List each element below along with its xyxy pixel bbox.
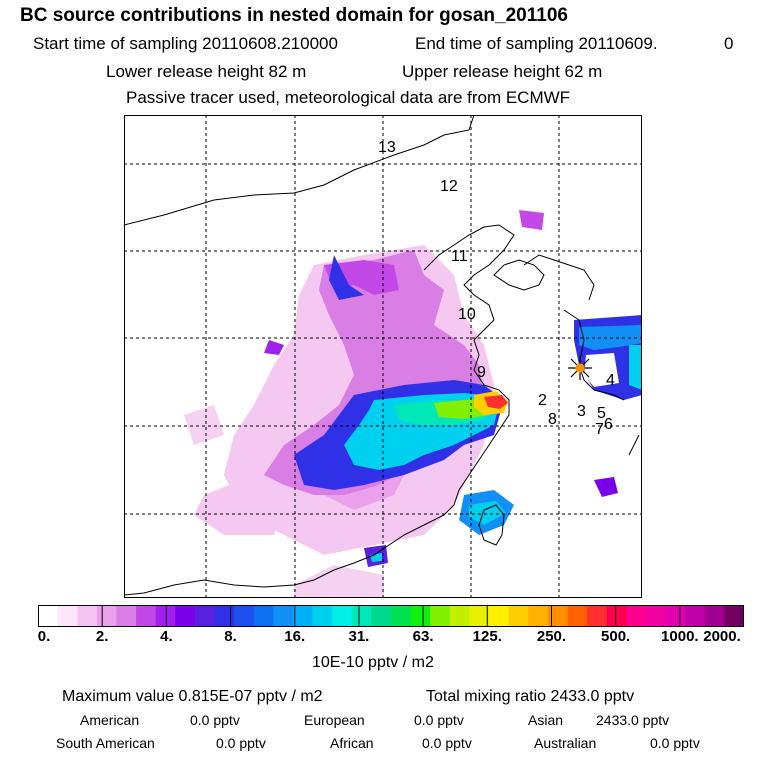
region-label-13: 13	[378, 139, 396, 156]
colorbar-tick-label: 250.	[536, 628, 567, 645]
colorbar-swatch	[391, 605, 412, 627]
colorbar-tick-label: 1000.	[661, 628, 699, 645]
colorbar-swatch	[528, 605, 549, 627]
colorbar-swatch	[626, 605, 647, 627]
colorbar-swatch	[410, 605, 431, 627]
colorbar-swatch	[292, 605, 313, 627]
colorbar-swatch	[253, 605, 274, 627]
colorbar-swatch	[567, 605, 588, 627]
american-value: 0.0 pptv	[190, 712, 240, 728]
colorbar-swatch	[175, 605, 196, 627]
lat-lon-grid	[124, 115, 642, 598]
colorbar-swatch	[332, 605, 353, 627]
colorbar-swatch	[489, 605, 510, 627]
colorbar-tick-label: 31.	[348, 628, 370, 645]
colorbar-swatch	[155, 605, 176, 627]
colorbar-swatch	[312, 605, 333, 627]
colorbar-frame	[38, 605, 744, 627]
colorbar-swatch	[351, 605, 372, 627]
region-label-5: 5	[597, 405, 606, 422]
colorbar-tick-label: 16.	[284, 628, 306, 645]
colorbar-swatch	[685, 605, 706, 627]
colorbar	[38, 605, 744, 627]
colorbar-tick-label: 2000.	[703, 628, 741, 645]
receptor-marker	[568, 356, 592, 380]
colorbar-tick-label: 125.	[472, 628, 502, 645]
tracer-info: Passive tracer used, meteorological data…	[126, 88, 571, 107]
region-label-9: 9	[477, 364, 486, 381]
colorbar-swatch	[645, 605, 666, 627]
colorbar-swatch	[136, 605, 157, 627]
australian-value: 0.0 pptv	[650, 735, 700, 751]
colorbar-swatch	[234, 605, 255, 627]
colorbar-swatch	[38, 605, 59, 627]
african-value: 0.0 pptv	[422, 735, 472, 751]
american-label: American	[80, 712, 140, 728]
plot-title: BC source contributions in nested domain…	[20, 5, 568, 26]
colorbar-swatch	[57, 605, 78, 627]
region-label-4: 4	[606, 372, 615, 389]
asian-value: 2433.0 pptv	[596, 712, 670, 728]
colorbar-swatch	[606, 605, 627, 627]
total-mixing-ratio: Total mixing ratio 2433.0 pptv	[426, 688, 635, 705]
south-american-value: 0.0 pptv	[216, 735, 266, 751]
region-label-8: 8	[548, 411, 557, 428]
colorbar-swatch	[665, 605, 686, 627]
colorbar-swatch	[96, 605, 117, 627]
colorbar-swatch	[469, 605, 490, 627]
colorbar-tick-label: 8.	[224, 628, 237, 645]
colorbar-swatch	[273, 605, 294, 627]
colorbar-swatch	[547, 605, 568, 627]
region-label-12: 12	[440, 178, 458, 195]
colorbar-swatch	[116, 605, 137, 627]
colorbar-swatch	[724, 605, 744, 627]
region-label-11: 11	[451, 248, 468, 265]
region-label-3: 3	[577, 403, 586, 420]
colorbar-swatch	[430, 605, 451, 627]
region-label-2: 2	[538, 392, 547, 409]
colorbar-swatch	[587, 605, 608, 627]
australian-label: Australian	[534, 735, 597, 751]
colorbar-tick-label: 0.	[37, 628, 51, 645]
colorbar-swatch	[704, 605, 725, 627]
source-contribution-map: 13 12 11 10 9 2 8 3 5 7 6 4	[124, 115, 642, 598]
lower-release-height: Lower release height 82 m	[106, 62, 307, 81]
start-time-label: Start time of sampling 20110608.210000	[33, 34, 338, 53]
colorbar-swatch	[194, 605, 215, 627]
maximum-value: Maximum value 0.815E-07 pptv / m2	[62, 688, 323, 705]
colorbar-swatch	[508, 605, 529, 627]
asian-label: Asian	[528, 712, 564, 728]
coastlines	[124, 115, 640, 596]
colorbar-swatch	[77, 605, 98, 627]
contribution-field	[184, 210, 642, 598]
region-label-10: 10	[458, 306, 476, 323]
upper-release-height: Upper release height 62 m	[402, 62, 603, 81]
colorbar-swatch	[449, 605, 470, 627]
european-value: 0.0 pptv	[414, 712, 464, 728]
region-label-7: 7	[595, 421, 604, 438]
colorbar-swatch	[371, 605, 392, 627]
european-label: European	[304, 712, 365, 728]
colorbar-tick-label: 500.	[601, 628, 631, 645]
colorbar-tick-label: 63.	[412, 628, 434, 645]
region-label-6: 6	[604, 416, 613, 433]
colorbar-units: 10E-10 pptv / m2	[312, 654, 434, 671]
african-label: African	[330, 735, 374, 751]
colorbar-tick-label: 2.	[95, 628, 109, 645]
south-american-label: South American	[56, 735, 155, 751]
end-time-label: End time of sampling 20110609.	[415, 34, 658, 53]
end-time-tail: 0	[724, 34, 734, 53]
colorbar-swatch	[214, 605, 235, 627]
colorbar-tick-label: 4.	[160, 628, 173, 645]
